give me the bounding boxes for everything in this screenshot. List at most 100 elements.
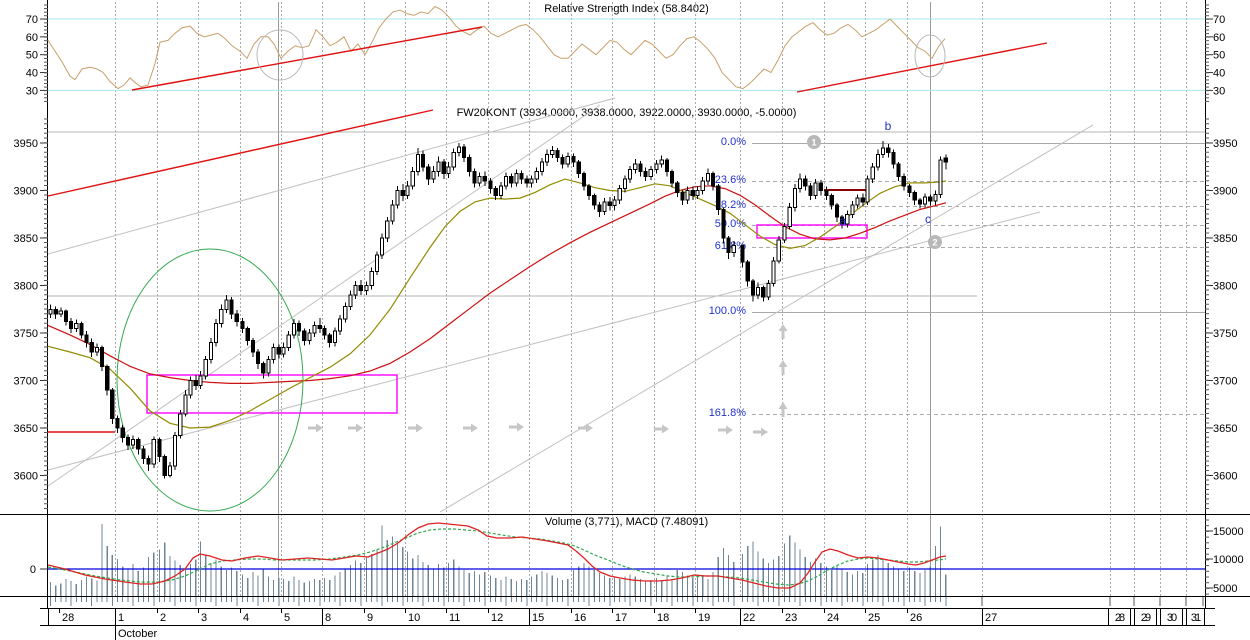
candle [761, 286, 766, 298]
candle [901, 175, 906, 187]
axis-label: 3700 [14, 376, 38, 388]
axis-label: 70 [1213, 14, 1225, 26]
candle [664, 159, 669, 173]
axis-label: 3650 [14, 423, 38, 435]
date-label: 17 [615, 612, 627, 624]
axis-label: 3650 [1213, 423, 1237, 435]
date-label: 11 [449, 612, 460, 624]
x-axis: 28 1 2 3 4 5 8 9 10 11 12 15 16 17 18 19 22 23 24 25 26 27 28 2… [48, 597, 1205, 640]
candle [224, 299, 229, 310]
candle [891, 152, 896, 165]
candle [633, 163, 638, 171]
date-label: 28 [62, 612, 74, 624]
candle [405, 185, 410, 196]
axis-label: 30 [26, 85, 38, 97]
candle [498, 185, 503, 196]
rsi-panel [47, 5, 1205, 93]
candle [776, 239, 781, 262]
candle [731, 245, 736, 253]
candle [912, 191, 917, 201]
candle [110, 389, 115, 419]
candle [627, 169, 633, 180]
right-arrow-icon [578, 423, 593, 433]
macd-lines [47, 522, 1205, 589]
candle [750, 280, 755, 296]
candle [125, 437, 130, 446]
candle [441, 161, 446, 174]
rsi-highlight-ellipse [914, 34, 946, 78]
candle [669, 171, 675, 184]
candle [48, 308, 53, 315]
candle [818, 182, 823, 191]
date-label: 27 [985, 612, 997, 624]
candle [58, 310, 63, 315]
candle [602, 201, 607, 212]
date-label: 23 [785, 612, 797, 624]
candle [488, 180, 493, 190]
date-label-compressed: 29 [1141, 612, 1151, 624]
candle [860, 197, 865, 203]
candle [105, 365, 110, 391]
candle [385, 220, 390, 239]
candle [690, 190, 695, 196]
candle [586, 185, 592, 196]
candle [710, 172, 716, 187]
candle [369, 270, 374, 286]
axis-label: 3800 [1213, 281, 1237, 293]
candle [74, 323, 79, 329]
candle [659, 159, 664, 165]
zero-axis-label: 0 [30, 564, 36, 576]
candle [839, 216, 845, 225]
candle [680, 191, 685, 201]
candle [276, 346, 281, 355]
axis-label: 70 [26, 14, 38, 26]
candle [358, 285, 363, 291]
candle [63, 310, 69, 323]
candle [84, 334, 89, 343]
axis-label: 15000 [1213, 526, 1244, 538]
candlestick-series [48, 141, 948, 479]
price-overlays: 0.0%23.6%38.2%50.0%61.8%100.0%161.8% [47, 97, 1205, 513]
candle [208, 342, 213, 361]
candle [792, 188, 797, 209]
candle [745, 261, 750, 282]
up-arrow-icon [778, 402, 788, 417]
candle [597, 204, 602, 212]
candle [415, 153, 420, 172]
candle [933, 193, 938, 202]
candle [612, 199, 617, 207]
candle [219, 308, 224, 324]
circled-number-marker [928, 235, 942, 249]
candle [700, 180, 705, 191]
candle [870, 166, 875, 180]
right-arrow-icon [308, 423, 323, 433]
candle [281, 346, 286, 355]
candle [766, 283, 771, 298]
candle [850, 204, 855, 215]
y-axis-labels: 70 70 60 60 50 50 40 40 30 30 3950 3950 3900 3900 3850… [14, 4, 1244, 595]
rsi-highlight-ellipse [256, 29, 304, 81]
candle [716, 185, 721, 210]
axis-label: 60 [1213, 32, 1225, 44]
date-label: 12 [491, 612, 503, 624]
candle [337, 318, 343, 332]
candle [431, 171, 436, 180]
candle [229, 299, 234, 315]
candle [782, 226, 787, 241]
up-arrow-icon [778, 360, 788, 375]
axis-label: 3900 [14, 186, 38, 198]
candle [755, 286, 761, 296]
candle [771, 260, 776, 285]
candle [726, 237, 731, 253]
date-label: 16 [574, 612, 586, 624]
candle [120, 427, 125, 438]
candle [695, 190, 700, 196]
candle [203, 359, 208, 377]
candle [509, 175, 514, 184]
right-arrow-icon [654, 424, 669, 434]
candle [172, 435, 178, 467]
candle [922, 196, 928, 205]
fib-level-label: 0.0% [721, 136, 746, 148]
candle [213, 323, 219, 343]
